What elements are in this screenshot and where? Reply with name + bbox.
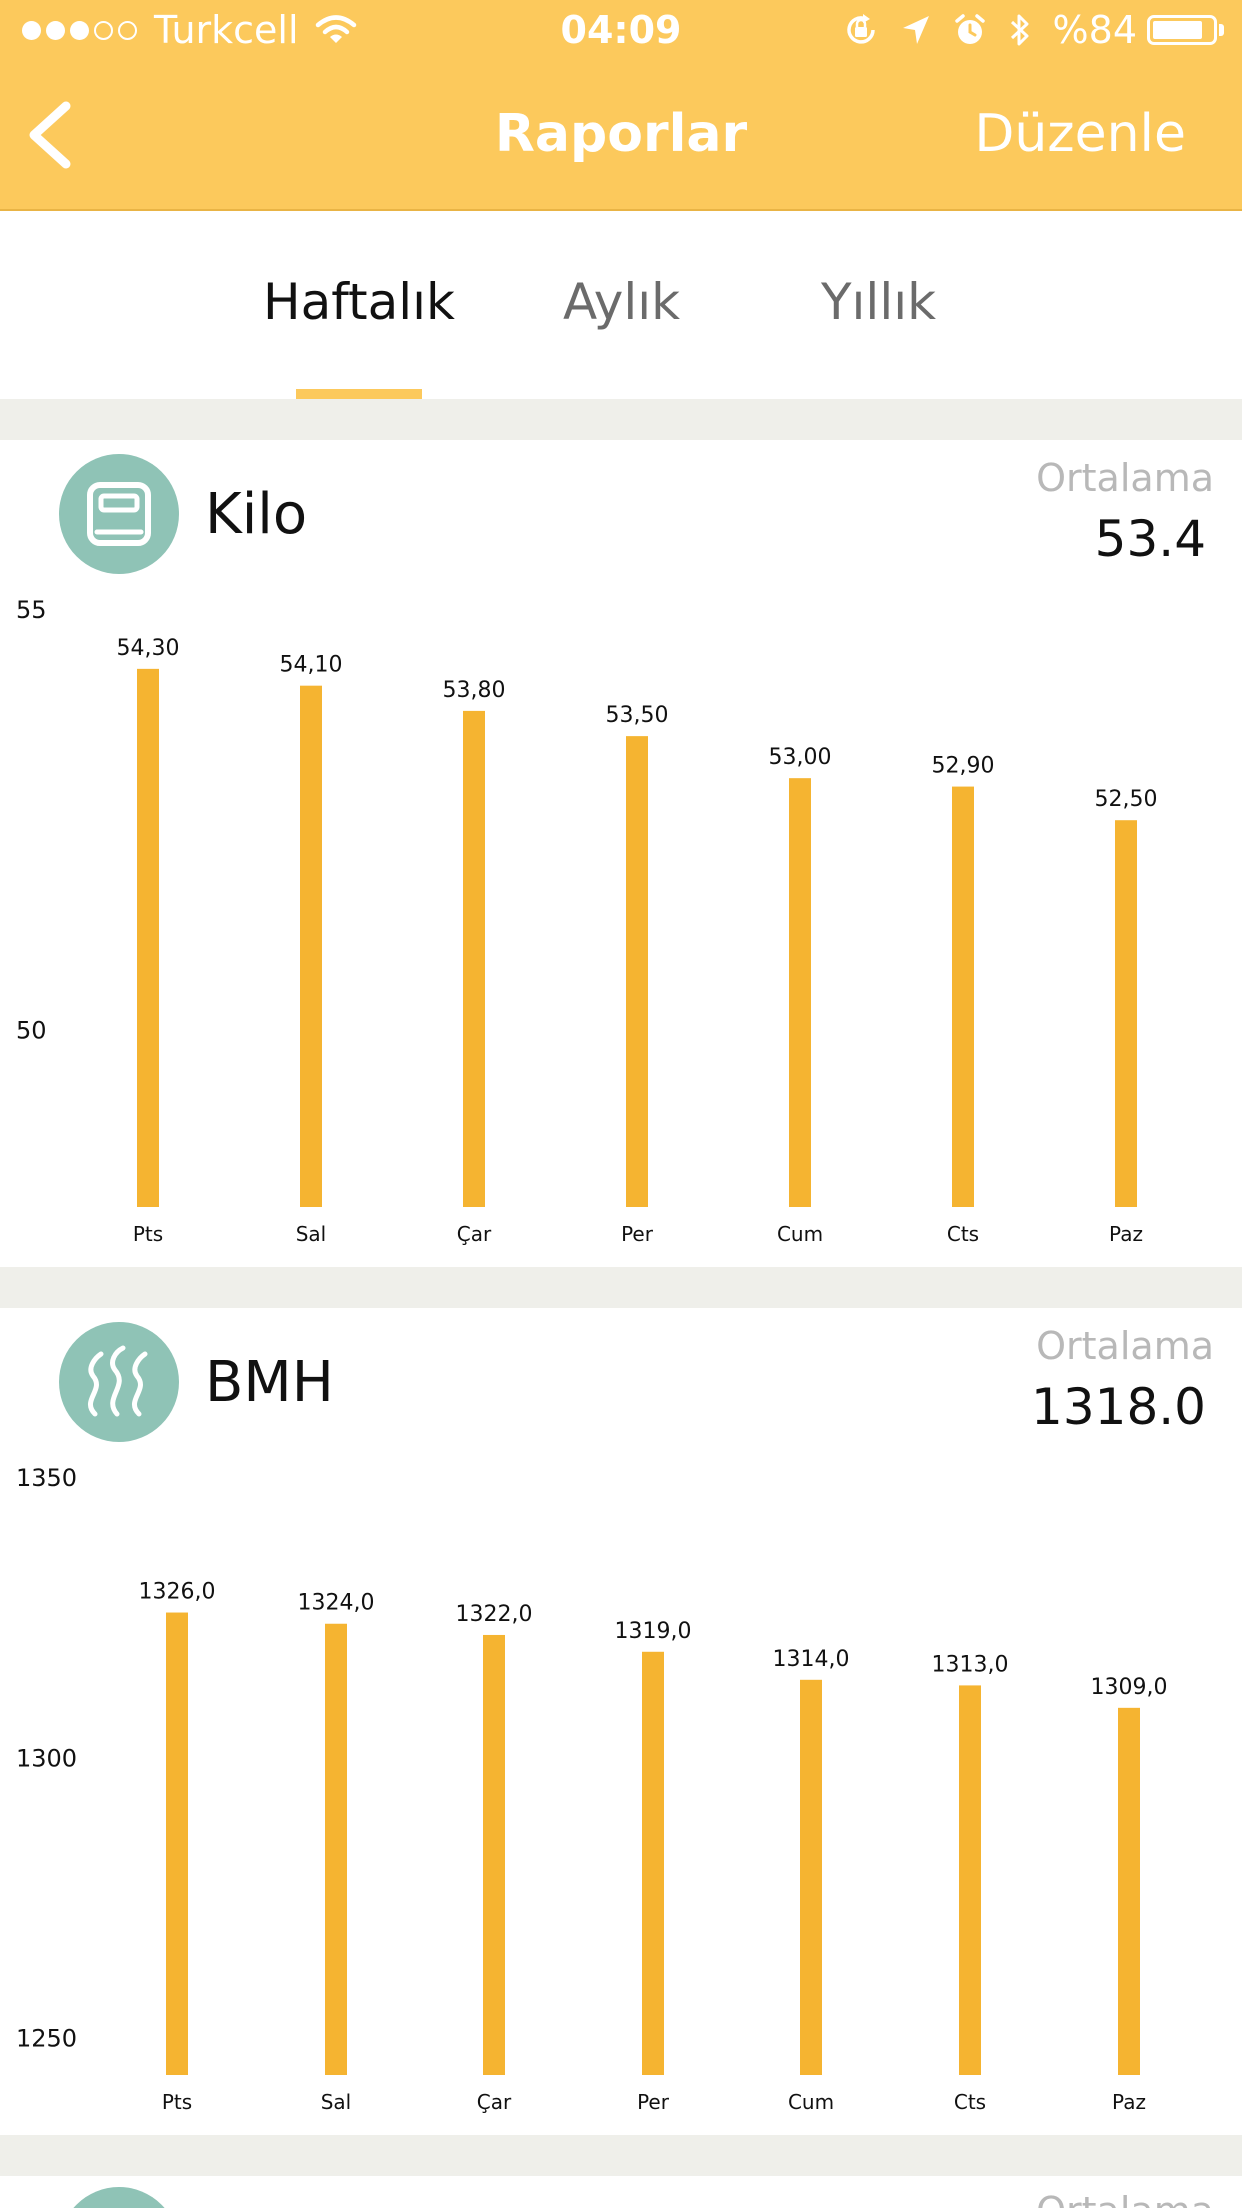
bar-value-label: 1324,0	[298, 1591, 375, 1616]
bar-value-label: 52,50	[1095, 787, 1158, 812]
bar	[483, 1634, 505, 2075]
x-tick-label: Cts	[954, 2090, 986, 2114]
y-tick-label: 1350	[16, 1464, 77, 1492]
x-tick-label: Sal	[321, 2090, 352, 2114]
carrier-name: Turkcell	[154, 8, 299, 52]
x-tick-label: Per	[621, 1222, 654, 1246]
tab-monthly[interactable]: Aylık	[563, 273, 681, 331]
bar	[463, 710, 485, 1207]
average-label: Ortalama	[1036, 456, 1214, 500]
bar-value-label: 1314,0	[773, 1647, 850, 1672]
bar-value-label: 1313,0	[932, 1652, 1009, 1677]
x-tick-label: Sal	[296, 1222, 327, 1246]
page-title: Raporlar	[494, 104, 748, 164]
status-left: Turkcell	[22, 8, 357, 52]
y-tick-label: 1300	[16, 1744, 77, 1772]
x-tick-label: Cum	[777, 1222, 823, 1246]
back-button[interactable]	[22, 100, 82, 170]
x-tick-label: Çar	[457, 1222, 492, 1246]
average-label: Ortalama	[1036, 2189, 1214, 2208]
y-tick-label: 55	[16, 596, 47, 624]
bar	[642, 1651, 664, 2075]
navigation-bar: Raporlar Düzenle	[0, 62, 1242, 211]
x-tick-label: Pts	[133, 1222, 163, 1246]
bar	[800, 1679, 822, 2075]
wifi-icon	[315, 15, 356, 43]
y-tick-label: 50	[16, 1016, 47, 1044]
bar	[325, 1623, 347, 2075]
x-tick-label: Çar	[477, 2090, 512, 2114]
location-arrow-icon	[902, 16, 929, 44]
x-tick-label: Pts	[162, 2090, 192, 2114]
orientation-lock-icon	[846, 14, 875, 44]
bar-value-label: 54,30	[117, 636, 180, 661]
weight-bar-chart: 55 50 54,30 Pts 54,10 Sal 53,80 Çar 53,50 Per 53,0…	[16, 596, 1158, 1246]
bar-value-label: 1309,0	[1091, 1675, 1168, 1700]
average-value: 1318.0	[1031, 1378, 1206, 1436]
x-tick-label: Cts	[947, 1222, 979, 1246]
bar	[952, 786, 974, 1207]
bluetooth-icon	[1010, 14, 1029, 46]
bar	[137, 668, 159, 1207]
x-tick-label: Paz	[1112, 2090, 1146, 2114]
bar	[166, 1612, 188, 2075]
status-time: 04:09	[560, 8, 682, 52]
battery-percent: %84	[1052, 8, 1137, 52]
card-title: BMH	[205, 1350, 334, 1415]
bar-value-label: 1326,0	[139, 1580, 216, 1605]
icon-badge	[59, 1322, 179, 1442]
tab-yearly[interactable]: Yıllık	[821, 273, 937, 331]
icon-badge	[59, 2187, 179, 2208]
battery-icon	[1147, 15, 1224, 45]
bar-value-label: 1319,0	[615, 1619, 692, 1644]
bar-value-label: 54,10	[280, 653, 343, 678]
weight-card[interactable]: Kilo Ortalama 53.4 55 50 54,30 Pts 54,10 Sal 5…	[0, 440, 1242, 1267]
card-title: Kilo	[205, 482, 308, 547]
status-bar: Turkcell 04:09	[0, 0, 1242, 62]
tab-active-indicator	[296, 389, 422, 399]
bmr-card[interactable]: BMH Ortalama 1318.0 1350 1300 1250 1326,0 Pt…	[0, 1308, 1242, 2135]
scale-icon	[87, 482, 151, 546]
bar	[1118, 1707, 1140, 2075]
average-label: Ortalama	[1036, 1324, 1214, 1368]
bar	[300, 685, 322, 1207]
bar-value-label: 53,00	[769, 745, 832, 770]
bar-value-label: 53,80	[443, 678, 506, 703]
y-tick-label: 1250	[16, 2025, 77, 2053]
period-tabs: Haftalık Aylık Yıllık	[0, 211, 1242, 399]
tab-weekly[interactable]: Haftalık	[263, 273, 455, 331]
bar	[959, 1685, 981, 2075]
bmr-bar-chart: 1350 1300 1250 1326,0 Pts 1324,0 Sal 1322,0 Çar 1…	[16, 1464, 1168, 2114]
signal-strength-icon	[22, 20, 142, 40]
edit-button[interactable]: Düzenle	[974, 104, 1186, 164]
status-right: %84	[843, 8, 1224, 52]
bar-value-label: 1322,0	[456, 1602, 533, 1627]
x-tick-label: Paz	[1109, 1222, 1143, 1246]
average-value: 53.4	[1094, 510, 1206, 568]
bar	[789, 778, 811, 1207]
heat-waves-icon	[87, 1345, 148, 1417]
bar	[1115, 820, 1137, 1207]
next-card[interactable]: Ortalama	[0, 2176, 1242, 2208]
x-tick-label: Cum	[788, 2090, 834, 2114]
x-tick-label: Per	[637, 2090, 670, 2114]
bar-value-label: 52,90	[932, 754, 995, 779]
bar-value-label: 53,50	[606, 703, 669, 728]
icon-badge	[59, 454, 179, 574]
bar	[626, 736, 648, 1207]
alarm-icon	[954, 14, 985, 44]
chevron-left-icon	[29, 101, 71, 169]
top-bar: Turkcell 04:09	[0, 0, 1242, 211]
